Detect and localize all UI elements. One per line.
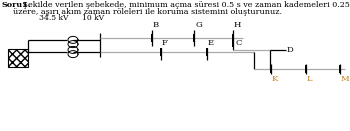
Text: C: C: [235, 39, 242, 47]
Text: 10 kV: 10 kV: [82, 14, 104, 22]
Text: F: F: [162, 39, 168, 47]
Text: G: G: [195, 21, 202, 29]
Text: Soru1.: Soru1.: [2, 1, 32, 9]
Text: K: K: [272, 75, 278, 83]
Bar: [8, 49, 28, 67]
Text: E: E: [208, 39, 214, 47]
Text: 34.5 kV: 34.5 kV: [39, 14, 69, 22]
Text: L: L: [307, 75, 313, 83]
Text: M: M: [341, 75, 350, 83]
Text: üzere, aşırı akım zaman röleleri ile koruma sistemini oluşturunuz.: üzere, aşırı akım zaman röleleri ile kor…: [13, 8, 282, 16]
Text: B: B: [153, 21, 159, 29]
Text: D: D: [287, 46, 294, 54]
Text: H: H: [234, 21, 241, 29]
Text: Şekilde verilen şebekede, minimum açma süresi 0.5 s ve zaman kademeleri 0.25 s o: Şekilde verilen şebekede, minimum açma s…: [20, 1, 350, 9]
